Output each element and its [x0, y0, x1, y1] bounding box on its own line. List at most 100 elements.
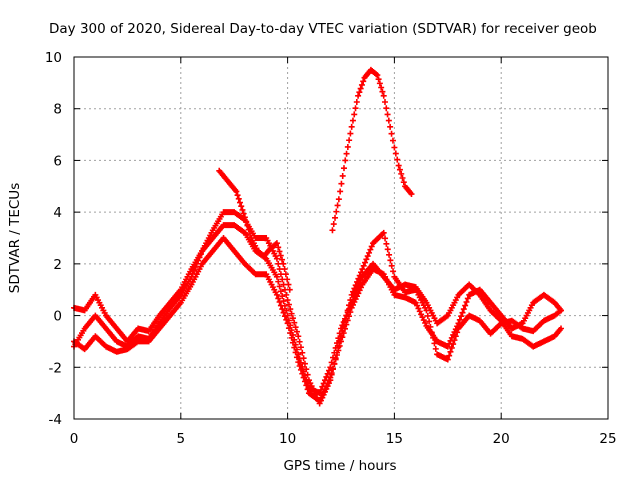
- data-point: [510, 327, 514, 330]
- data-point: [457, 322, 460, 325]
- data-point: [414, 301, 417, 304]
- data-point: [104, 314, 108, 317]
- y-tick-label: -2: [49, 360, 62, 376]
- data-point: [489, 301, 492, 304]
- data-point: [190, 283, 193, 286]
- data-point: [446, 314, 449, 317]
- y-tick-label: 8: [53, 102, 62, 118]
- data-point: [425, 309, 428, 312]
- data-point: [361, 283, 364, 286]
- y-tick-label: 4: [53, 205, 62, 221]
- data-point: [256, 249, 259, 253]
- data-point: [211, 229, 215, 232]
- data-point: [331, 229, 334, 232]
- data-point: [435, 322, 439, 325]
- data-point: [489, 332, 492, 335]
- data-point: [553, 314, 556, 317]
- data-point: [158, 327, 161, 330]
- data-point: [265, 257, 268, 260]
- data-point: [510, 335, 514, 338]
- data-point: [243, 262, 247, 266]
- y-tick-label: -4: [49, 412, 62, 428]
- data-point: [136, 335, 140, 338]
- data-point: [532, 345, 535, 348]
- data-point: [318, 399, 321, 403]
- data-point: [521, 322, 524, 325]
- data-point: [179, 288, 182, 291]
- data-point: [542, 293, 546, 297]
- data-point: [297, 360, 300, 364]
- data-point: [190, 267, 193, 271]
- data-point: [350, 125, 353, 129]
- series-5: [329, 66, 415, 234]
- data-point: [510, 319, 514, 322]
- data-point: [158, 314, 161, 317]
- data-point: [478, 319, 482, 322]
- data-point: [393, 275, 396, 278]
- data-point: [190, 275, 193, 278]
- data-point: [275, 257, 279, 260]
- data-point: [371, 241, 375, 245]
- data-point: [250, 236, 253, 240]
- series-4: [216, 167, 293, 293]
- x-tick-label: 5: [177, 431, 186, 447]
- data-point: [397, 164, 400, 167]
- data-point: [532, 329, 535, 333]
- data-point: [262, 254, 266, 258]
- data-point: [393, 146, 396, 149]
- y-tick-label: 2: [53, 257, 62, 273]
- data-point: [532, 301, 535, 304]
- data-point: [115, 340, 118, 343]
- data-point: [211, 249, 215, 253]
- data-point: [211, 236, 215, 240]
- y-tick-label: 10: [45, 50, 62, 66]
- data-point: [363, 76, 366, 79]
- data-point: [376, 73, 379, 77]
- y-tick-label: 0: [53, 309, 62, 325]
- data-point: [147, 340, 150, 343]
- data-point: [83, 327, 86, 330]
- data-point: [339, 327, 343, 330]
- data-point: [297, 335, 300, 338]
- data-point: [104, 327, 108, 330]
- data-point: [467, 293, 471, 297]
- data-point: [467, 314, 471, 317]
- data-point: [403, 283, 407, 286]
- data-point: [275, 241, 279, 245]
- data-point: [435, 340, 439, 343]
- data-point: [288, 288, 291, 291]
- data-point: [233, 223, 236, 227]
- chart-title: Day 300 of 2020, Sidereal Day-to-day VTE…: [49, 21, 597, 37]
- data-point: [265, 273, 268, 276]
- data-point: [115, 327, 118, 330]
- data-point: [147, 329, 150, 333]
- data-point: [254, 273, 257, 276]
- data-point: [446, 345, 449, 348]
- data-point: [553, 335, 556, 338]
- data-point: [83, 309, 86, 312]
- data-point: [136, 327, 140, 330]
- x-tick-label: 10: [279, 431, 296, 447]
- data-point: [500, 314, 503, 317]
- data-point: [286, 322, 289, 325]
- data-point: [371, 267, 375, 271]
- x-axis-label: GPS time / hours: [283, 458, 396, 474]
- data-point: [179, 301, 182, 304]
- data-point: [425, 324, 428, 328]
- data-point: [337, 198, 341, 201]
- data-point: [254, 236, 257, 240]
- data-point: [126, 340, 129, 343]
- data-point: [94, 335, 97, 338]
- data-point: [388, 125, 392, 129]
- data-point: [457, 293, 460, 297]
- data-point: [559, 327, 563, 330]
- data-point: [542, 319, 546, 322]
- data-point: [94, 314, 97, 317]
- data-point: [282, 262, 285, 266]
- data-point: [403, 296, 407, 299]
- data-point: [222, 223, 225, 227]
- data-point: [126, 347, 129, 351]
- data-point: [369, 68, 373, 72]
- data-point: [403, 291, 407, 294]
